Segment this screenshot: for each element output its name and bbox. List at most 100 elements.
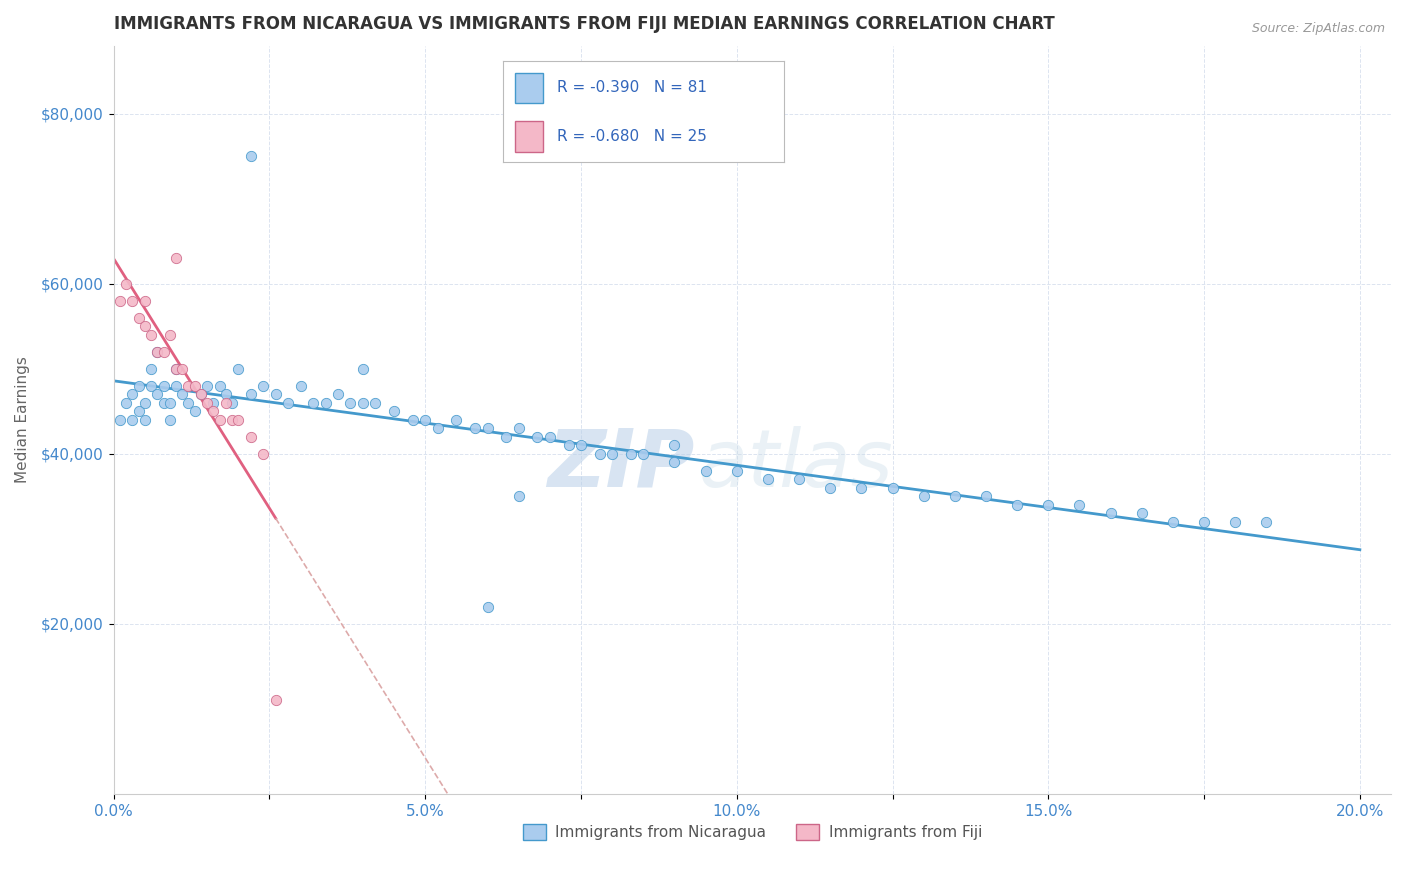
Point (315, 396, 337, 410)
Point (159, 327, 181, 342)
Point (302, 396, 325, 410)
Legend: Immigrants from Nicaragua, Immigrants from Fiji: Immigrants from Nicaragua, Immigrants fr… (516, 818, 988, 847)
Point (339, 396, 361, 410)
Point (1005, 498, 1028, 512)
Point (446, 413, 468, 427)
Point (695, 464, 717, 478)
Point (146, 344, 169, 359)
Point (508, 421, 530, 435)
Point (851, 481, 873, 495)
Point (139, 379, 162, 393)
Point (146, 344, 169, 359)
Point (464, 421, 486, 435)
Point (364, 396, 387, 410)
Point (589, 447, 612, 461)
Point (165, 361, 187, 376)
Point (108, 413, 131, 427)
Point (1130, 507, 1153, 521)
Point (413, 413, 436, 427)
Point (239, 430, 262, 444)
Point (1161, 515, 1184, 529)
Point (477, 599, 499, 614)
Point (190, 387, 212, 401)
Point (1192, 515, 1215, 529)
Point (165, 379, 187, 393)
Point (352, 396, 374, 410)
Point (177, 379, 200, 393)
Point (228, 361, 250, 376)
Point (557, 438, 579, 452)
Point (725, 464, 748, 478)
Point (134, 293, 156, 308)
Point (252, 379, 274, 393)
Point (195, 379, 218, 393)
Point (495, 430, 517, 444)
Point (139, 327, 162, 342)
Point (128, 404, 150, 418)
Point (538, 430, 561, 444)
Point (134, 413, 156, 427)
Point (277, 396, 299, 410)
Point (128, 310, 150, 325)
Point (477, 421, 499, 435)
Point (183, 404, 205, 418)
Point (264, 387, 287, 401)
Text: ZIP: ZIP (547, 425, 695, 504)
Point (195, 396, 218, 410)
Text: IMMIGRANTS FROM NICARAGUA VS IMMIGRANTS FROM FIJI MEDIAN EARNINGS CORRELATION CH: IMMIGRANTS FROM NICARAGUA VS IMMIGRANTS … (114, 15, 1054, 33)
Point (134, 319, 156, 334)
Point (974, 489, 997, 503)
Point (108, 293, 131, 308)
Point (208, 413, 231, 427)
Point (756, 472, 779, 486)
Point (139, 361, 162, 376)
Point (165, 252, 187, 266)
Point (121, 387, 143, 401)
Point (202, 396, 225, 410)
Point (352, 361, 374, 376)
Point (221, 396, 243, 410)
Point (221, 413, 243, 427)
Text: atlas: atlas (699, 425, 893, 504)
Point (1256, 515, 1278, 529)
Point (600, 447, 623, 461)
Point (508, 489, 530, 503)
Point (787, 472, 810, 486)
Point (252, 447, 274, 461)
Point (620, 447, 643, 461)
Point (569, 438, 592, 452)
Point (152, 396, 174, 410)
Point (228, 413, 250, 427)
Point (215, 396, 238, 410)
Point (190, 387, 212, 401)
Point (177, 396, 200, 410)
Point (239, 149, 262, 163)
Point (1099, 507, 1122, 521)
Point (172, 387, 194, 401)
Point (152, 379, 174, 393)
Point (1225, 515, 1247, 529)
Point (402, 413, 425, 427)
Point (290, 379, 312, 393)
Point (202, 404, 225, 418)
Point (239, 387, 262, 401)
Point (1038, 498, 1060, 512)
Point (382, 404, 405, 418)
Point (1069, 498, 1091, 512)
Point (165, 361, 187, 376)
Point (426, 421, 449, 435)
Point (912, 489, 935, 503)
Point (326, 387, 349, 401)
Point (943, 489, 966, 503)
Point (264, 693, 287, 707)
Text: Source: ZipAtlas.com: Source: ZipAtlas.com (1251, 22, 1385, 36)
Point (215, 387, 238, 401)
Y-axis label: Median Earnings: Median Earnings (15, 357, 30, 483)
Point (115, 277, 138, 291)
Point (664, 438, 686, 452)
Point (882, 481, 904, 495)
Point (664, 455, 686, 469)
Point (818, 481, 841, 495)
Point (526, 430, 548, 444)
Point (633, 447, 655, 461)
